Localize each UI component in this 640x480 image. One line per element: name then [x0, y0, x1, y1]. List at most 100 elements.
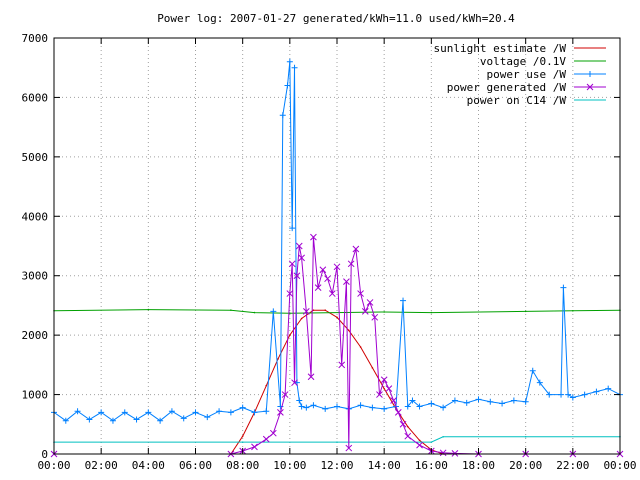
- data-point: [133, 416, 140, 423]
- data-point: [296, 397, 303, 404]
- y-axis-ticks: 0 1000 2000 3000 4000 5000 6000 7000: [22, 32, 620, 461]
- data-point: [277, 358, 279, 360]
- data-point: [310, 233, 317, 241]
- data-point: [371, 367, 374, 369]
- data-point: [157, 417, 164, 424]
- data-point: [558, 391, 565, 398]
- data-point: [430, 441, 433, 443]
- x-tick-label: 00:00: [603, 459, 636, 472]
- data-point: [440, 404, 447, 411]
- chart-title: Power log: 2007-01-27 generated/kWh=11.0…: [157, 12, 515, 25]
- y-tick-label: 2000: [22, 329, 49, 342]
- data-point: [347, 260, 355, 268]
- data-point: [399, 420, 407, 428]
- data-point: [251, 443, 258, 451]
- data-point: [369, 404, 376, 411]
- data-point: [380, 376, 388, 384]
- x-tick-label: 04:00: [132, 459, 165, 472]
- data-point: [357, 290, 364, 297]
- data-point: [572, 309, 574, 312]
- data-point: [312, 309, 315, 311]
- x-tick-label: 10:00: [273, 459, 306, 472]
- data-point: [404, 432, 412, 440]
- series-line: [54, 436, 620, 443]
- data-point: [328, 290, 336, 297]
- data-point: [359, 346, 362, 348]
- data-point: [180, 415, 187, 422]
- data-point: [376, 391, 383, 398]
- y-tick-label: 7000: [22, 32, 49, 45]
- data-point: [279, 112, 286, 119]
- data-point: [241, 441, 244, 443]
- x-tick-label: 14:00: [368, 459, 401, 472]
- series-line: [53, 61, 621, 422]
- data-point: [251, 409, 258, 416]
- data-point: [383, 387, 385, 390]
- x-tick-label: 06:00: [179, 459, 212, 472]
- x-axis-ticks: 00:00 02:00 04:00 06:00 08:00 10:00 12:00 14:00…: [37, 38, 637, 472]
- y-tick-label: 5000: [22, 151, 49, 164]
- x-tick-label: 12:00: [320, 459, 353, 472]
- series-power-on-c14-w: [53, 435, 621, 443]
- data-point: [303, 404, 310, 411]
- data-point: [390, 397, 397, 404]
- data-point: [439, 449, 447, 457]
- data-point: [289, 312, 291, 314]
- data-point: [371, 313, 379, 321]
- data-point: [109, 417, 116, 424]
- y-tick-label: 4000: [22, 210, 49, 223]
- data-point: [295, 242, 303, 250]
- data-point: [291, 64, 298, 71]
- data-point: [499, 400, 506, 407]
- data-point: [284, 82, 291, 89]
- data-point: [265, 384, 268, 387]
- data-point: [277, 409, 284, 416]
- data-point: [593, 388, 600, 395]
- data-point: [204, 414, 211, 421]
- data-point: [286, 58, 293, 65]
- data-point: [336, 441, 338, 443]
- data-point: [394, 409, 402, 416]
- legend-marker: [587, 71, 593, 77]
- x-tick-label: 22:00: [556, 459, 589, 472]
- data-point: [98, 409, 105, 416]
- data-point: [310, 402, 317, 409]
- data-point: [147, 308, 150, 311]
- data-point: [487, 398, 494, 405]
- data-point: [262, 435, 270, 443]
- data-point: [451, 397, 458, 404]
- data-point: [409, 397, 416, 404]
- data-point: [216, 408, 223, 415]
- data-point: [333, 263, 341, 271]
- data-point: [298, 403, 305, 410]
- data-point: [366, 299, 374, 306]
- data-point: [145, 409, 152, 416]
- data-point: [428, 400, 435, 407]
- data-point: [605, 385, 612, 392]
- data-point: [230, 309, 232, 311]
- data-point: [314, 284, 322, 291]
- legend-marker: [586, 83, 594, 91]
- x-tick-label: 16:00: [415, 459, 448, 472]
- data-point: [352, 245, 360, 253]
- data-point: [281, 391, 289, 398]
- x-tick-label: 00:00: [37, 459, 70, 472]
- data-point: [239, 404, 246, 411]
- y-tick-label: 1000: [22, 389, 49, 402]
- data-point: [510, 397, 517, 404]
- data-point: [442, 435, 444, 438]
- data-point: [475, 396, 482, 403]
- data-point: [416, 403, 423, 410]
- data-point: [338, 361, 346, 369]
- data-point: [334, 403, 340, 410]
- x-tick-label: 08:00: [226, 459, 259, 472]
- data-point: [336, 316, 338, 319]
- data-point: [418, 439, 421, 442]
- data-point: [536, 379, 543, 386]
- data-point: [300, 317, 303, 320]
- data-point: [529, 367, 536, 374]
- data-point: [288, 260, 296, 268]
- data-point: [343, 278, 350, 286]
- data-point: [293, 272, 301, 280]
